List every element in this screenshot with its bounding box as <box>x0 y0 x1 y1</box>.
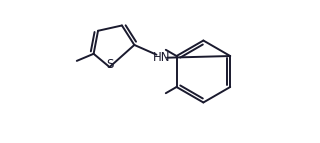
Text: S: S <box>106 58 113 71</box>
Text: HN: HN <box>153 51 170 64</box>
